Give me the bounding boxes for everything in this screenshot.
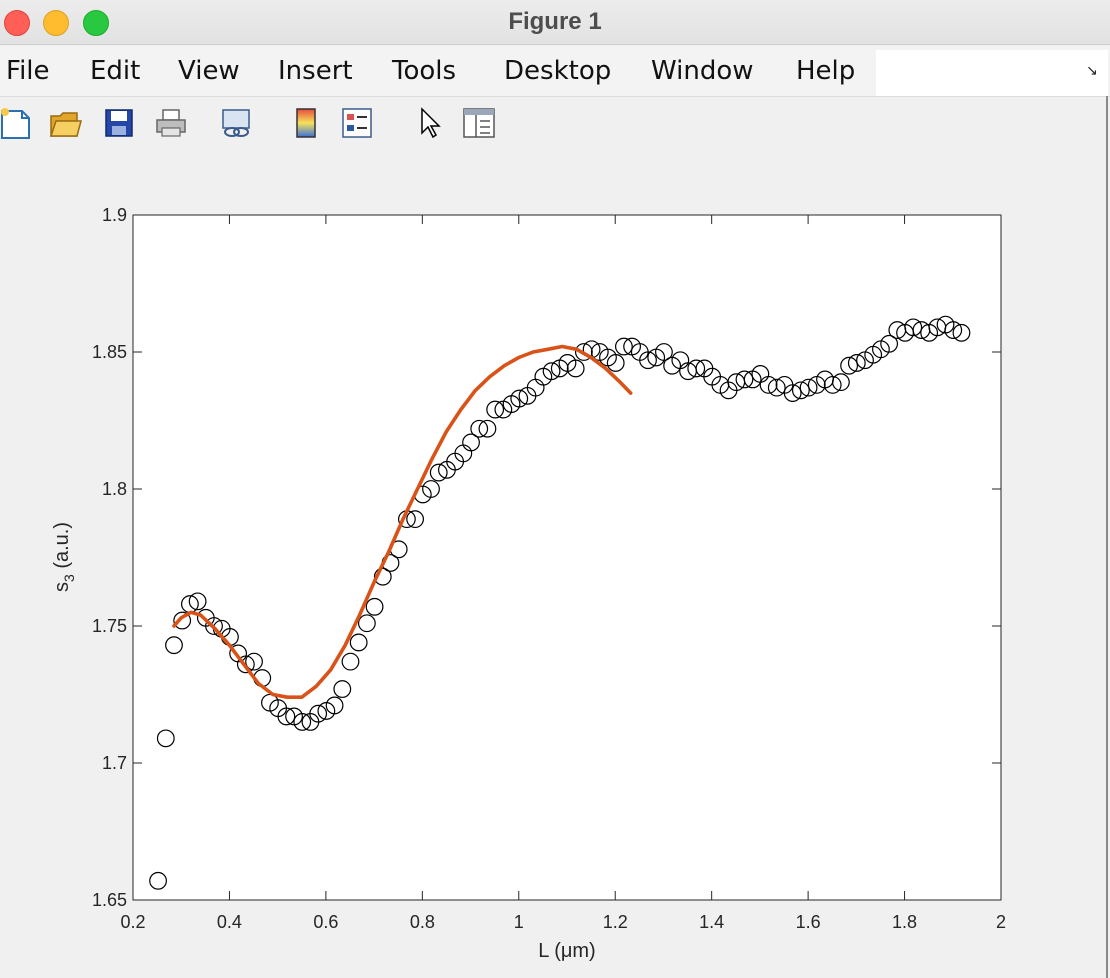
data-point bbox=[422, 480, 440, 498]
window-edge bbox=[1106, 96, 1108, 978]
x-tick-label: 0.4 bbox=[217, 912, 242, 932]
y-axis-label-rest: (a.u.) bbox=[51, 522, 73, 574]
data-point bbox=[767, 378, 786, 397]
print-icon[interactable] bbox=[154, 106, 188, 140]
data-point bbox=[462, 433, 480, 452]
y-tick-label: 1.8 bbox=[102, 479, 127, 499]
y-tick-label: 1.9 bbox=[102, 205, 127, 225]
save-icon[interactable] bbox=[102, 106, 136, 140]
data-point bbox=[486, 400, 505, 419]
y-tick-label: 1.85 bbox=[92, 342, 127, 362]
y-tick-label: 1.75 bbox=[92, 616, 127, 636]
x-tick-label: 1.6 bbox=[796, 912, 821, 932]
figure-plot: 0.2 0.4 0.6 0.8 1 1.2 1.4 1.6 1.8 2 1.65 1.7 1.75 1.8… bbox=[0, 150, 1106, 978]
x-tick-label: 0.6 bbox=[313, 912, 338, 932]
data-point bbox=[832, 373, 850, 392]
menu-file[interactable]: File bbox=[6, 56, 50, 86]
menu-help[interactable]: Help bbox=[796, 56, 856, 86]
legend-icon[interactable] bbox=[340, 106, 374, 140]
fit-line bbox=[172, 344, 633, 699]
window-title: Figure 1 bbox=[508, 8, 602, 35]
data-point bbox=[944, 321, 963, 339]
x-tick-label: 1.8 bbox=[892, 912, 917, 932]
data-point bbox=[606, 354, 625, 372]
dock-arrow-icon[interactable]: ↘ bbox=[1086, 62, 1098, 78]
data-point bbox=[373, 567, 392, 586]
data-point bbox=[799, 378, 818, 397]
data-point bbox=[783, 384, 802, 403]
data-point bbox=[566, 359, 585, 378]
data-point bbox=[406, 510, 425, 529]
x-tick-label: 0.8 bbox=[410, 912, 435, 932]
menu-insert[interactable]: Insert bbox=[278, 56, 353, 86]
y-tick-label: 1.7 bbox=[102, 753, 127, 773]
data-point bbox=[615, 337, 633, 356]
menu-view[interactable]: View bbox=[178, 56, 240, 86]
data-point bbox=[759, 375, 778, 394]
data-point bbox=[470, 419, 489, 438]
axes-box bbox=[132, 214, 1002, 901]
minimize-window-button[interactable] bbox=[43, 10, 69, 36]
data-point bbox=[188, 592, 207, 611]
data-point bbox=[952, 323, 971, 342]
data-point bbox=[309, 704, 328, 723]
new-figure-icon[interactable] bbox=[0, 106, 34, 140]
plot-marks bbox=[149, 315, 971, 890]
data-point bbox=[357, 614, 376, 633]
colorbar-icon[interactable] bbox=[290, 106, 324, 140]
x-tick-label: 1.2 bbox=[603, 912, 628, 932]
data-point bbox=[349, 633, 368, 652]
data-point bbox=[510, 389, 529, 408]
data-point bbox=[687, 359, 706, 378]
data-point bbox=[655, 343, 673, 361]
data-point bbox=[333, 680, 352, 698]
close-window-button[interactable] bbox=[4, 10, 30, 36]
data-point bbox=[823, 375, 842, 394]
x-tick-label: 2 bbox=[996, 912, 1006, 932]
zoom-window-button[interactable] bbox=[83, 10, 109, 36]
data-point bbox=[341, 652, 360, 671]
data-point bbox=[542, 362, 561, 381]
x-tick-label: 1 bbox=[514, 912, 524, 932]
property-inspector-icon[interactable] bbox=[462, 106, 496, 140]
data-point bbox=[165, 636, 183, 655]
data-point bbox=[293, 713, 312, 731]
data-point bbox=[574, 343, 593, 361]
data-point bbox=[840, 356, 858, 375]
link-plot-icon[interactable] bbox=[220, 106, 254, 140]
data-point bbox=[277, 707, 296, 726]
open-file-icon[interactable] bbox=[48, 106, 82, 140]
y-axis-label: s3 (a.u.) bbox=[51, 522, 77, 592]
menu-desktop[interactable]: Desktop bbox=[504, 56, 612, 86]
y-axis-label-sub: 3 bbox=[61, 574, 77, 582]
data-point bbox=[847, 354, 866, 372]
data-point bbox=[791, 381, 810, 400]
data-point bbox=[429, 463, 448, 482]
menu-edit[interactable]: Edit bbox=[90, 56, 141, 86]
menu-bar-filler bbox=[876, 50, 1108, 96]
data-point bbox=[236, 655, 255, 674]
axis-ticks: 0.2 0.4 0.6 0.8 1 1.2 1.4 1.6 1.8 2 1.65 1.7 1.75 1.8… bbox=[92, 205, 1006, 932]
data-point bbox=[639, 351, 657, 370]
x-tick-label: 0.2 bbox=[120, 912, 145, 932]
x-axis-label: L (μm) bbox=[538, 940, 595, 962]
data-point bbox=[478, 419, 497, 438]
edit-plot-arrow-icon[interactable] bbox=[414, 106, 448, 140]
data-point bbox=[880, 334, 899, 353]
data-point bbox=[735, 370, 754, 389]
menu-window[interactable]: Window bbox=[651, 56, 754, 86]
y-axis-label-s: s bbox=[51, 582, 73, 592]
window-titlebar: Figure 1 bbox=[0, 0, 1110, 45]
data-point bbox=[245, 652, 263, 671]
menu-tools[interactable]: Tools bbox=[392, 56, 457, 86]
x-tick-label: 1.4 bbox=[699, 912, 724, 932]
data-point bbox=[173, 611, 192, 630]
data-point bbox=[325, 696, 344, 715]
y-tick-label: 1.65 bbox=[92, 890, 127, 910]
data-point bbox=[149, 871, 167, 890]
data-point bbox=[904, 318, 923, 337]
data-point bbox=[365, 597, 384, 616]
data-point bbox=[205, 617, 223, 635]
data-point bbox=[156, 729, 175, 748]
